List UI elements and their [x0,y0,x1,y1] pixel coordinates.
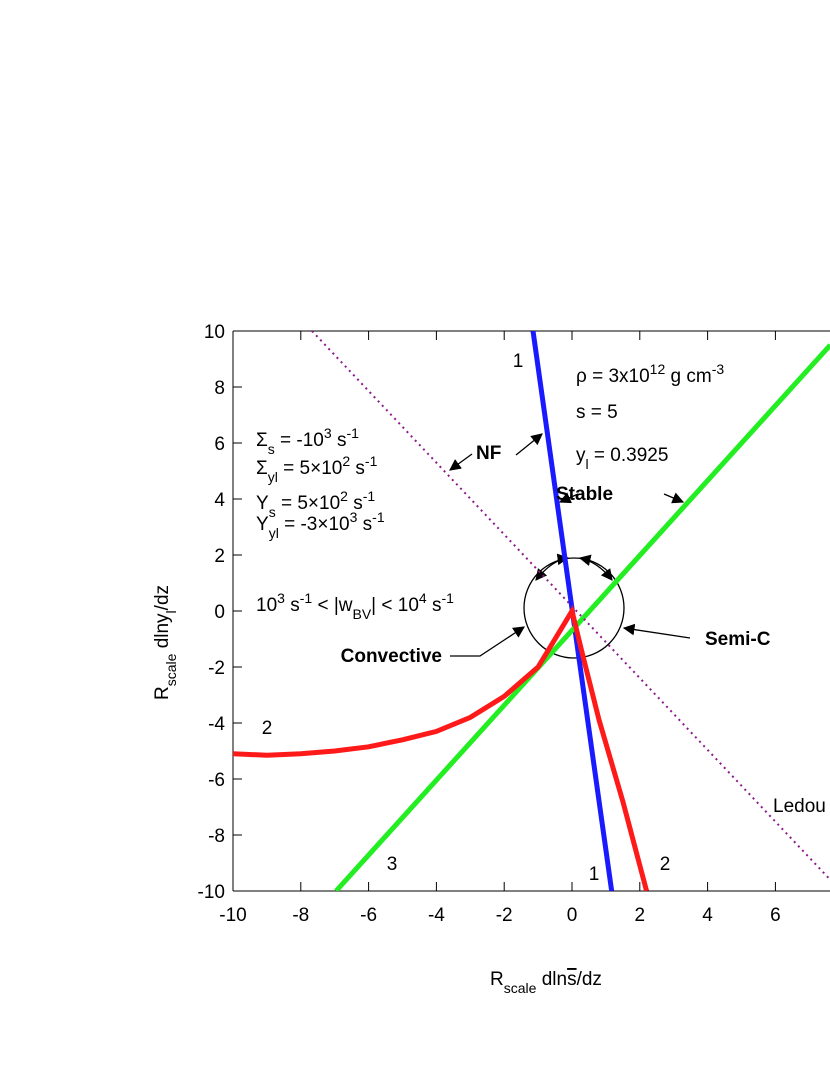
y-tick-label: 6 [214,434,225,455]
annotation: Υyl​ = -3×103​ s-1​ [256,509,385,541]
text-part: 3 [277,590,285,606]
text-part: | < 10 [371,595,419,616]
y-tick-label: 10 [204,322,225,343]
text-part: = -10 [275,430,324,451]
text-part: Σ [256,430,268,451]
annotation: ρ = 3x1012​ g cm-3​ [576,361,724,387]
text-part: s [357,514,372,535]
text-part: 3 [350,509,358,525]
text-part: < |w [312,595,353,616]
y-tick-label: -10 [198,882,225,903]
text-part: 2 [340,488,348,504]
text-part: -1 [365,453,378,469]
line-label: 1 [513,351,524,372]
text-part: y [576,445,586,466]
text-part: yl [269,525,279,541]
text-part: dlny [152,613,173,654]
text-part: g cm [665,366,711,387]
line-label: 2 [660,854,671,875]
text-part: s [269,504,276,520]
text-part: Υ [256,514,269,535]
plot [233,331,830,891]
region-label: NF [476,443,501,464]
annotation: Σs​ = -103​ s-1​ [256,425,359,457]
y-tick-label: -8 [208,826,225,847]
text-part: R [152,686,173,700]
text-part: scale [504,980,537,996]
annotation: yl​ = 0.3925 [576,445,668,472]
text-part: -1 [441,590,454,606]
annotation: Υs​ = 5×102​ s-1​ [256,488,375,520]
text-part: = -3×10 [279,514,350,535]
text-part: s [350,458,365,479]
text-part: = 0.3925 [589,445,669,466]
annotation: 103​ s-1​ < |wBV​| < 104​ s-1​ [256,590,454,622]
text-part: scale [163,653,179,686]
y-tick-label: 0 [214,602,225,623]
text-part: = 5×10 [278,458,342,479]
line-label: 1 [589,864,600,885]
line-label: 2 [262,718,273,739]
line-label: 3 [387,854,398,875]
x-tick-label: 6 [770,905,781,926]
text-part: BV [352,606,371,622]
region-label: Semi-C [705,629,771,650]
text-part: = 5×10 [276,493,340,514]
text-part: Υ [256,493,269,514]
y-tick-label: 4 [214,490,225,511]
text-part: dln [536,969,567,990]
text-part: yl [268,469,278,485]
region-label: Stable [556,484,613,505]
text-part: s [332,430,347,451]
text-part: -3 [712,361,725,377]
text-part: s [567,969,577,990]
text-part: s = 5 [576,402,618,423]
y-tick-label: 2 [214,546,225,567]
series-line [334,343,830,891]
text-part: s [427,595,442,616]
y-tick-label: -6 [208,770,225,791]
text-part: s [348,493,363,514]
text-part: l [163,610,179,613]
line-label: Ledou [773,796,826,817]
text-part: l [586,456,589,472]
x-axis-title: Rscale​ dlns/dz [490,969,602,996]
x-tick-label: 0 [567,905,578,926]
text-part: 4 [419,590,427,606]
text-part: R [490,969,504,990]
y-tick-label: -4 [208,714,225,735]
text-part: /dz [152,585,173,610]
y-axis-title: Rscale​ dlnyl​/dz [152,585,179,700]
annotation: s = 5 [576,402,618,423]
x-tick-label: -8 [292,905,309,926]
text-part: s [268,441,275,457]
series-line [233,604,649,891]
y-tick-label: -2 [208,658,225,679]
text-part: -1 [346,425,359,441]
text-part: 10 [256,595,277,616]
x-tick-label: -10 [219,905,246,926]
text-part: 3 [324,425,332,441]
text-part: /dz [577,969,602,990]
text-part: 12 [650,361,666,377]
text-part: -1 [372,509,385,525]
region-label: Convective [341,646,442,667]
text-part: ρ = 3x10 [576,366,650,387]
x-tick-label: -6 [360,905,377,926]
x-tick-label: 2 [635,905,646,926]
text-part: Σ [256,458,268,479]
layout [449,433,691,659]
x-tick-label: -2 [496,905,513,926]
text-part: 2 [342,453,350,469]
text-part: -1 [300,590,313,606]
y-tick-label: 8 [214,378,225,399]
text-part: s [285,595,300,616]
text-part: -1 [363,488,376,504]
annotation: Σyl​ = 5×102​ s-1​ [256,453,378,485]
x-tick-label: 4 [702,905,713,926]
x-tick-label: -4 [428,905,445,926]
